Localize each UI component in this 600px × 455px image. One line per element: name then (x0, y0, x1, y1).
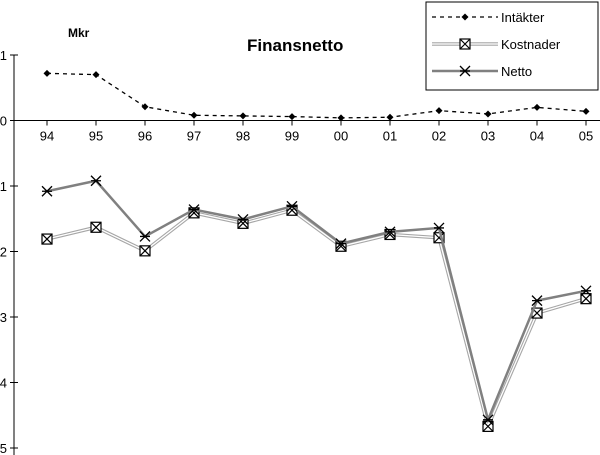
y-tick-label: 1 (0, 48, 7, 63)
series-line-inner (46, 209, 587, 429)
axes: 1 0 -1 -2 -3 -4 -5 94 95 96 97 98 99 00 01 02 03 04 05 (0, 48, 600, 455)
x-tick-label: 94 (40, 129, 54, 144)
data-point (433, 222, 445, 234)
marker-cross (139, 245, 151, 257)
x-tick-label: 02 (432, 129, 446, 144)
data-point (384, 226, 396, 238)
data-point (384, 228, 396, 241)
series-netto (41, 175, 592, 426)
legend: Intäkter Kostnader Netto (425, 1, 599, 91)
legend-item-kostnader: Kostnader (432, 37, 561, 52)
data-point (286, 200, 298, 212)
x-tick-label: 99 (285, 129, 299, 144)
legend-label: Kostnader (501, 37, 561, 52)
data-point (90, 221, 102, 233)
x-tick-label: 95 (89, 129, 103, 144)
data-point (531, 295, 543, 307)
y-tick-label: 0 (0, 114, 7, 129)
x-tick-label: 01 (383, 129, 397, 144)
y-tick-label: -4 (0, 376, 7, 391)
legend-marker (459, 65, 471, 77)
series-intäkter (43, 69, 590, 122)
data-point (139, 230, 151, 242)
x-tick-label: 98 (236, 129, 250, 144)
data-point (43, 69, 51, 77)
data-point (484, 110, 492, 118)
x-tick-label: 04 (530, 129, 544, 144)
data-point (190, 111, 198, 119)
y-tick-label: -3 (0, 310, 7, 325)
data-point (337, 114, 345, 122)
data-point (139, 245, 151, 257)
y-tick-label: -5 (0, 441, 7, 455)
legend-box (425, 1, 599, 91)
legend-label: Intäkter (501, 10, 545, 25)
data-point (237, 213, 249, 225)
x-tick-label: 03 (481, 129, 495, 144)
data-point (90, 175, 102, 187)
chart-title: Finansnetto (247, 36, 343, 55)
data-point (141, 103, 149, 111)
data-point (386, 113, 394, 121)
data-point (41, 185, 53, 197)
series-line (46, 72, 587, 119)
y-tick-label: -1 (0, 179, 7, 194)
series-kostnader (41, 204, 592, 432)
data-point (41, 233, 53, 245)
unit-label: Mkr (68, 26, 90, 40)
x-tick-label: 00 (334, 129, 348, 144)
data-point (188, 204, 200, 216)
data-point (435, 107, 443, 115)
marker-cross (580, 293, 592, 305)
data-point (582, 107, 590, 115)
y-tick-label: -2 (0, 245, 7, 260)
data-point (335, 238, 347, 250)
data-point (533, 103, 541, 111)
x-tick-label: 05 (579, 129, 593, 144)
series-line (46, 179, 587, 424)
legend-item-netto: Netto (432, 64, 532, 79)
legend-marker (459, 38, 471, 50)
marker-cross (90, 221, 102, 233)
legend-label: Netto (501, 64, 532, 79)
data-point (288, 113, 296, 121)
data-point (580, 285, 592, 297)
data-point (92, 71, 100, 79)
marker-cross (41, 233, 53, 245)
legend-item-intäkter: Intäkter (432, 10, 545, 25)
data-point (580, 293, 592, 305)
series-group (41, 69, 592, 432)
marker-cross (459, 38, 471, 50)
legend-marker (461, 13, 469, 21)
data-point (482, 414, 494, 426)
x-tick-label: 97 (187, 129, 201, 144)
x-tick-label: 96 (138, 129, 152, 144)
data-point (239, 112, 247, 120)
